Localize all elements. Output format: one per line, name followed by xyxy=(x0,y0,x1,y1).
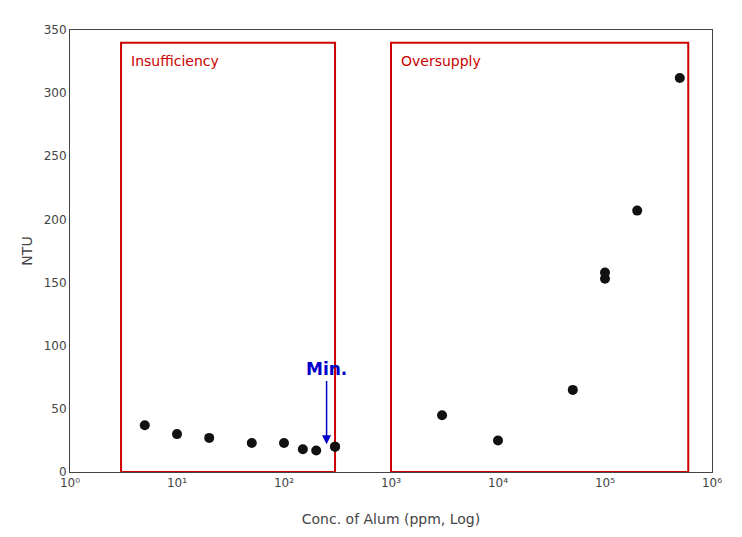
svg-text:150: 150 xyxy=(44,276,67,290)
svg-text:Conc. of Alum (ppm, Log): Conc. of Alum (ppm, Log) xyxy=(302,511,480,527)
svg-text:10²: 10² xyxy=(274,476,294,490)
svg-text:Oversupply: Oversupply xyxy=(401,53,481,69)
svg-text:10⁶: 10⁶ xyxy=(702,476,722,490)
svg-text:NTU: NTU xyxy=(19,236,35,265)
svg-text:Min.: Min. xyxy=(306,359,347,379)
svg-text:250: 250 xyxy=(44,149,67,163)
svg-text:0: 0 xyxy=(59,465,67,479)
svg-text:100: 100 xyxy=(44,339,67,353)
svg-text:200: 200 xyxy=(44,213,67,227)
svg-text:10¹: 10¹ xyxy=(167,476,187,490)
svg-text:350: 350 xyxy=(44,23,67,37)
svg-text:10⁵: 10⁵ xyxy=(595,476,615,490)
svg-text:10⁴: 10⁴ xyxy=(488,476,508,490)
svg-text:10⁰: 10⁰ xyxy=(60,476,80,490)
svg-text:50: 50 xyxy=(51,402,66,416)
svg-text:10³: 10³ xyxy=(381,476,401,490)
svg-text:Insufficiency: Insufficiency xyxy=(131,53,219,69)
svg-text:300: 300 xyxy=(44,86,67,100)
